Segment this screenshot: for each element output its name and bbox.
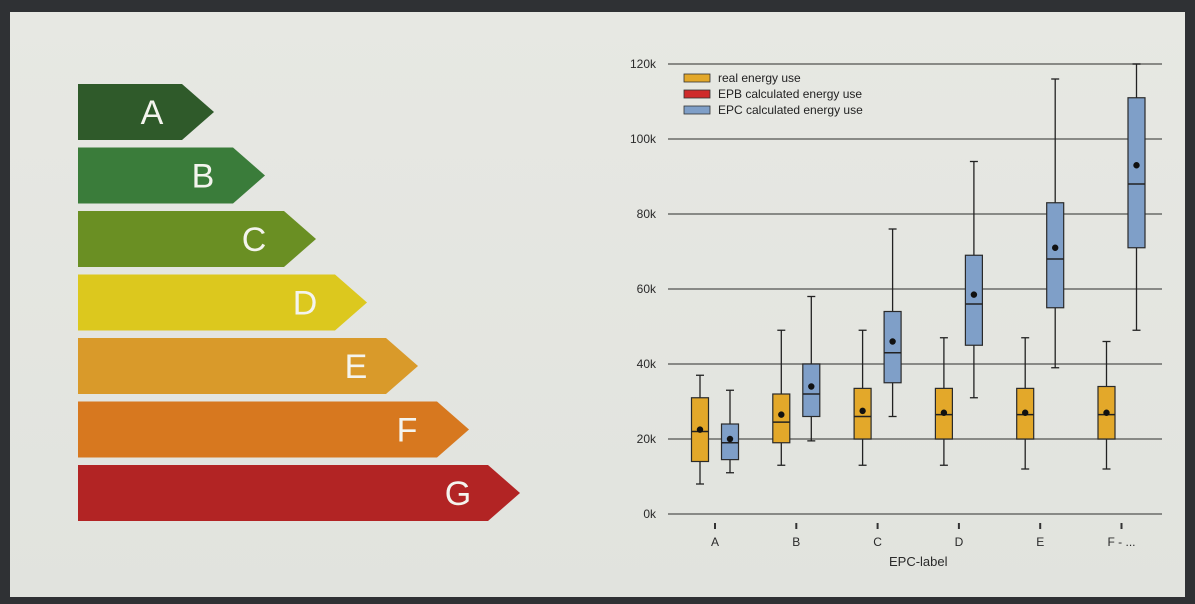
- epc-bar-letter: D: [293, 285, 318, 323]
- box-item: [720, 389, 740, 474]
- mean-point: [889, 338, 896, 345]
- y-tick-label: 40k: [637, 357, 657, 371]
- iqr-box: [964, 254, 984, 346]
- mean-point: [726, 435, 734, 443]
- epc-bar-letter: F: [397, 412, 418, 450]
- epc-arrow-shape: [78, 147, 265, 204]
- iqr-box: [1046, 202, 1065, 309]
- epc-bar-letter: G: [445, 475, 471, 513]
- x-tick-label: C: [873, 535, 882, 549]
- epc-arrow-shape: [78, 274, 367, 331]
- x-tick-label: A: [711, 535, 719, 549]
- x-axis: A B C D E F - ... EPC-label: [711, 523, 1136, 569]
- y-axis: 0k 20k 40k 60k 80k 100k 120k: [630, 57, 657, 521]
- epc-arrow-shape: [78, 338, 418, 394]
- legend-swatch: [683, 89, 711, 99]
- legend-label: EPC calculated energy use: [718, 103, 863, 117]
- box-item: [772, 329, 791, 466]
- y-tick-label: 80k: [637, 207, 657, 221]
- legend-entry: EPC calculated energy use: [683, 103, 863, 117]
- boxplot-chart: 0k 20k 40k 60k 80k 100k 120k A B C D E F - ... EPC-l…: [630, 57, 1162, 569]
- mean-point: [940, 409, 948, 416]
- mean-point: [808, 383, 815, 390]
- epc-arrow-shape: [78, 211, 316, 267]
- x-tick-label: E: [1036, 535, 1044, 549]
- mean-point: [778, 411, 785, 418]
- legend-swatch: [683, 105, 711, 115]
- box-item: [853, 329, 872, 466]
- y-tick-label: 120k: [630, 57, 657, 71]
- box-item: [690, 374, 710, 485]
- box-item: [883, 228, 902, 418]
- x-tick-label: F - ...: [1108, 535, 1136, 549]
- box-series: [690, 63, 1146, 485]
- mean-point: [696, 426, 704, 433]
- mean-point: [859, 407, 866, 415]
- x-tick-label: D: [955, 535, 964, 549]
- box-item: [802, 295, 821, 442]
- epc-bar-letter: A: [141, 94, 164, 132]
- legend: real energy use EPB calculated energy use…: [683, 71, 863, 117]
- epc-bar-letter: B: [192, 158, 215, 196]
- epc-bar-letter: C: [242, 221, 267, 259]
- box-item: [964, 160, 984, 399]
- legend-label: EPB calculated energy use: [718, 87, 862, 101]
- grid-lines: [668, 63, 1162, 515]
- epc-bar-letter: E: [345, 348, 368, 386]
- iqr-box: [802, 363, 821, 418]
- epc-bar-b: B: [78, 147, 265, 204]
- box-item: [1097, 340, 1116, 470]
- iqr-box: [1127, 97, 1146, 249]
- mean-point: [1133, 162, 1140, 169]
- box-item: [1016, 337, 1035, 470]
- y-tick-label: 20k: [637, 432, 657, 446]
- epc-bar-a: A: [78, 84, 214, 140]
- box-item: [1127, 63, 1146, 331]
- box-item: [1046, 78, 1065, 369]
- mean-point: [1103, 409, 1110, 416]
- legend-entry: real energy use: [683, 71, 801, 85]
- epc-bar-g: G: [78, 465, 520, 521]
- legend-label: real energy use: [718, 71, 801, 85]
- y-tick-label: 60k: [637, 282, 657, 296]
- epc-arrow-shape: [78, 84, 214, 140]
- y-tick-label: 0k: [643, 507, 657, 521]
- mean-point: [1022, 409, 1029, 416]
- epc-bar-f: F: [78, 401, 469, 458]
- x-tick-label: B: [792, 535, 800, 549]
- iqr-box: [883, 310, 902, 384]
- series-real-energy-use: [690, 329, 1116, 485]
- box-item: [934, 337, 954, 466]
- legend-entry: EPB calculated energy use: [683, 87, 862, 101]
- epc-bar-d: D: [78, 274, 367, 331]
- epc-bar-c: C: [78, 211, 316, 267]
- legend-swatch: [683, 73, 711, 83]
- series-epc-calculated-energy-use: [720, 63, 1146, 474]
- iqr-box: [772, 393, 791, 444]
- x-axis-label: EPC-label: [889, 554, 948, 569]
- mean-point: [1052, 244, 1059, 251]
- mean-point: [970, 291, 978, 298]
- epc-arrow-shape: [78, 465, 520, 521]
- epc-arrow-shape: [78, 401, 469, 458]
- y-tick-label: 100k: [630, 132, 657, 146]
- epc-bar-e: E: [78, 338, 418, 394]
